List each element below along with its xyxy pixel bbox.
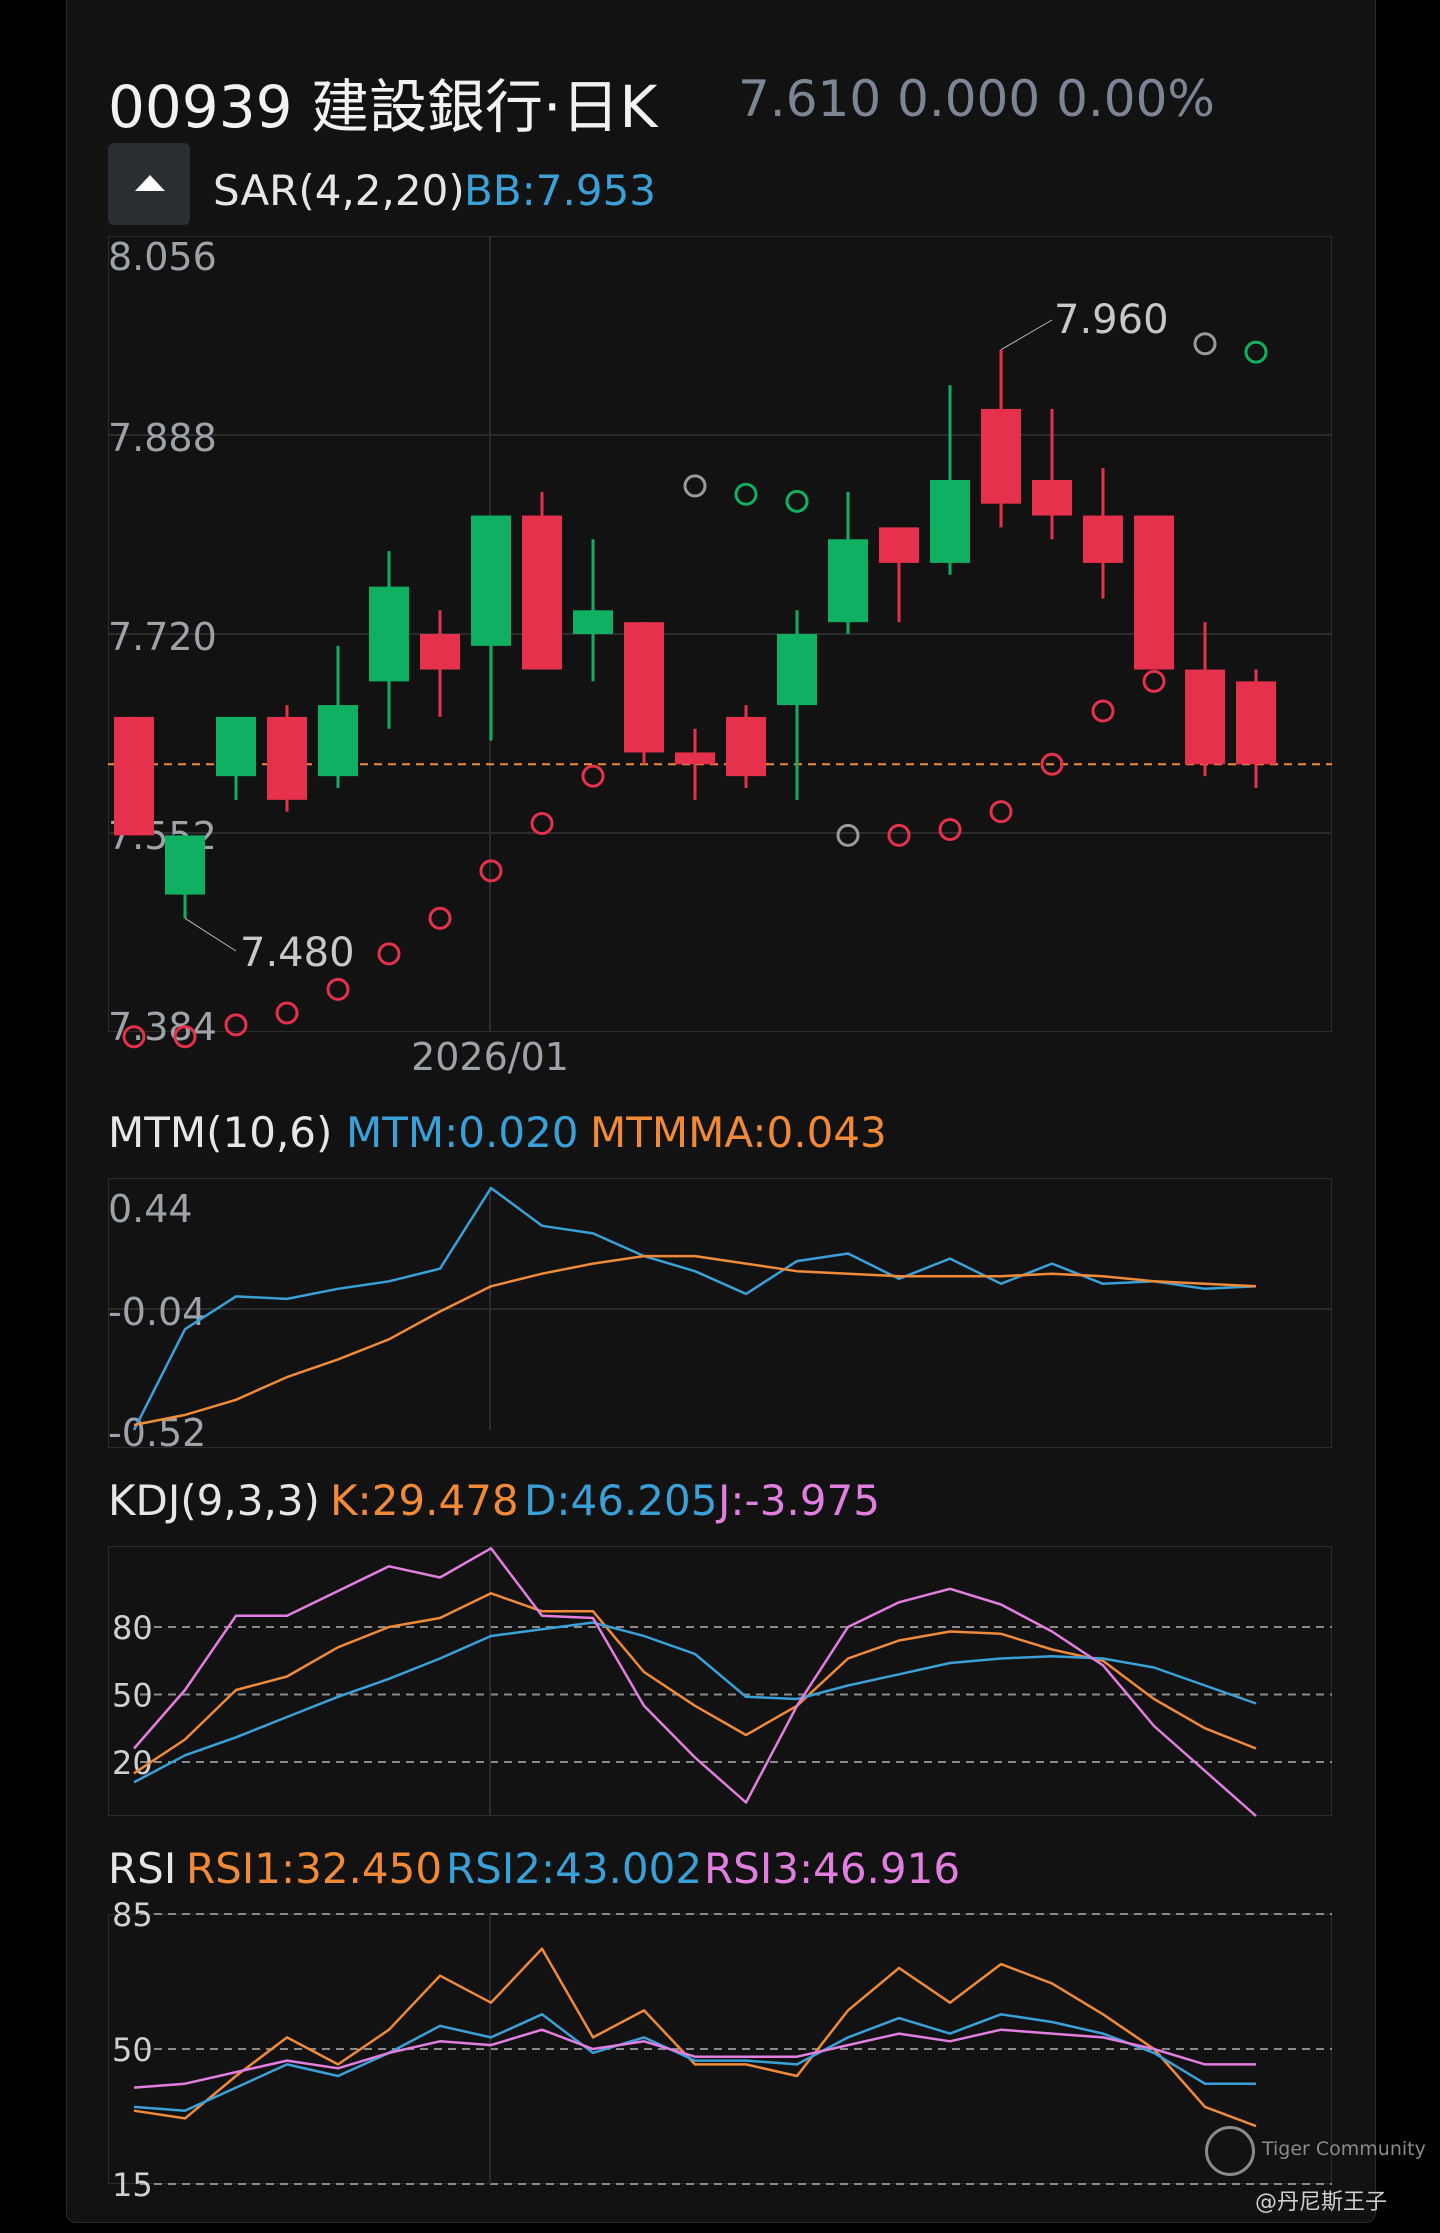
sar-dot [377, 942, 401, 966]
mtmma-value: MTMMA:0.043 [590, 1108, 887, 1157]
kdj-y-tick: 50 [112, 1677, 153, 1715]
candle-body [165, 835, 205, 895]
rsi3-value: RSI3:46.916 [704, 1844, 961, 1893]
mtm-label: MTM(10,6) [108, 1108, 333, 1157]
candle-body [369, 586, 409, 682]
low-annotation-line [184, 917, 237, 952]
mtm-y-tick: 0.44 [108, 1187, 193, 1231]
sar-dot [632, 729, 656, 753]
sar-dot [1040, 752, 1064, 776]
price-change: 7.610 0.000 0.00% [738, 70, 1215, 128]
mtm-series-mtmma [133, 1254, 1257, 1427]
sar-dot [989, 800, 1013, 824]
candle-body [522, 515, 562, 670]
price-y-tick: 7.720 [108, 615, 217, 659]
candle-body [267, 716, 307, 800]
sar-dot [122, 1025, 146, 1049]
candle-body [624, 622, 664, 753]
kdj-d-value: D:46.205 [524, 1476, 718, 1525]
low-annotation: 7.480 [240, 930, 355, 976]
triangle-up-icon [135, 175, 165, 191]
sar-dot [683, 474, 707, 498]
candle-body [1032, 480, 1072, 516]
high-annotation-line [1000, 319, 1053, 351]
candle-body [777, 634, 817, 706]
watermark-brand: Tiger Community [1262, 2138, 1426, 2160]
candle-body [828, 539, 868, 623]
high-annotation: 7.960 [1054, 297, 1169, 343]
sar-dot [887, 823, 911, 847]
collapse-button[interactable] [108, 143, 190, 225]
sar-dot [275, 1001, 299, 1025]
sar-dot [1091, 699, 1115, 723]
mtm-y-tick: -0.52 [108, 1411, 206, 1455]
candle-body [318, 705, 358, 777]
x-tick-label: 2026/01 [411, 1035, 569, 1079]
candle-body [114, 716, 154, 836]
price-y-tick: 7.888 [108, 416, 217, 460]
sar-dot [224, 1013, 248, 1037]
rsi2-value: RSI2:43.002 [446, 1844, 703, 1893]
kdj-y-tick: 80 [112, 1609, 153, 1647]
kdj-j-value: J:-3.975 [718, 1476, 880, 1525]
sar-dot [530, 812, 554, 836]
chart-card [66, 0, 1376, 2223]
rsi-y-tick: 50 [112, 2031, 153, 2069]
sar-dot [581, 764, 605, 788]
kdj-series-k [133, 1592, 1257, 1775]
rsi-label: RSI [108, 1844, 177, 1893]
sar-dot [1193, 332, 1217, 356]
sar-dot [734, 482, 758, 506]
candle-body [1083, 515, 1123, 563]
mtm-series-mtm [132, 1186, 1257, 1431]
candle-body [471, 515, 511, 646]
sar-dot [173, 1025, 197, 1049]
sar-dot [428, 906, 452, 930]
kdj-panel-frame [108, 1546, 1332, 1816]
sar-dot [938, 817, 962, 841]
rsi-y-tick: 15 [112, 2166, 153, 2204]
candle-body [420, 634, 460, 670]
candle-body [981, 408, 1021, 504]
mtm-y-tick: -0.04 [108, 1290, 206, 1334]
mtm-panel-frame [108, 1178, 1332, 1448]
mtm-value: MTM:0.020 [346, 1108, 579, 1157]
stock-title: 00939 建設銀行·日K [108, 73, 658, 141]
kdj-series-d [133, 1621, 1257, 1784]
kdj-series-j [133, 1547, 1257, 1817]
kdj-label: KDJ(9,3,3) [108, 1476, 320, 1525]
rsi-series-rsi1 [133, 1947, 1257, 2128]
sar-bb-value: BB:7.953 [464, 166, 657, 215]
sar-dot [836, 823, 860, 847]
candle-body [216, 716, 256, 777]
rsi1-value: RSI1:32.450 [186, 1844, 443, 1893]
rsi-series-rsi2 [133, 2013, 1256, 2112]
sar-label: SAR(4,2,20) [213, 166, 465, 215]
tiger-logo-icon [1205, 2126, 1255, 2176]
kdj-k-value: K:29.478 [330, 1476, 519, 1525]
candle-body [1185, 669, 1225, 765]
watermark-author: @丹尼斯王子 [1255, 2190, 1388, 2215]
candle-body [1134, 515, 1174, 670]
sar-dot [1142, 669, 1166, 693]
sar-dot [326, 977, 350, 1001]
sar-dot [1244, 340, 1268, 364]
candle-body [1236, 681, 1276, 765]
candle-body [930, 480, 970, 563]
price-y-tick: 8.056 [108, 235, 217, 279]
rsi-series-rsi3 [133, 2028, 1256, 2089]
candle-body [879, 527, 919, 563]
candle-body [726, 716, 766, 777]
rsi-y-tick: 85 [112, 1896, 153, 1934]
candle-body [675, 752, 715, 765]
sar-dot [479, 859, 503, 883]
sar-dot [785, 489, 809, 513]
candle-body [573, 610, 613, 634]
